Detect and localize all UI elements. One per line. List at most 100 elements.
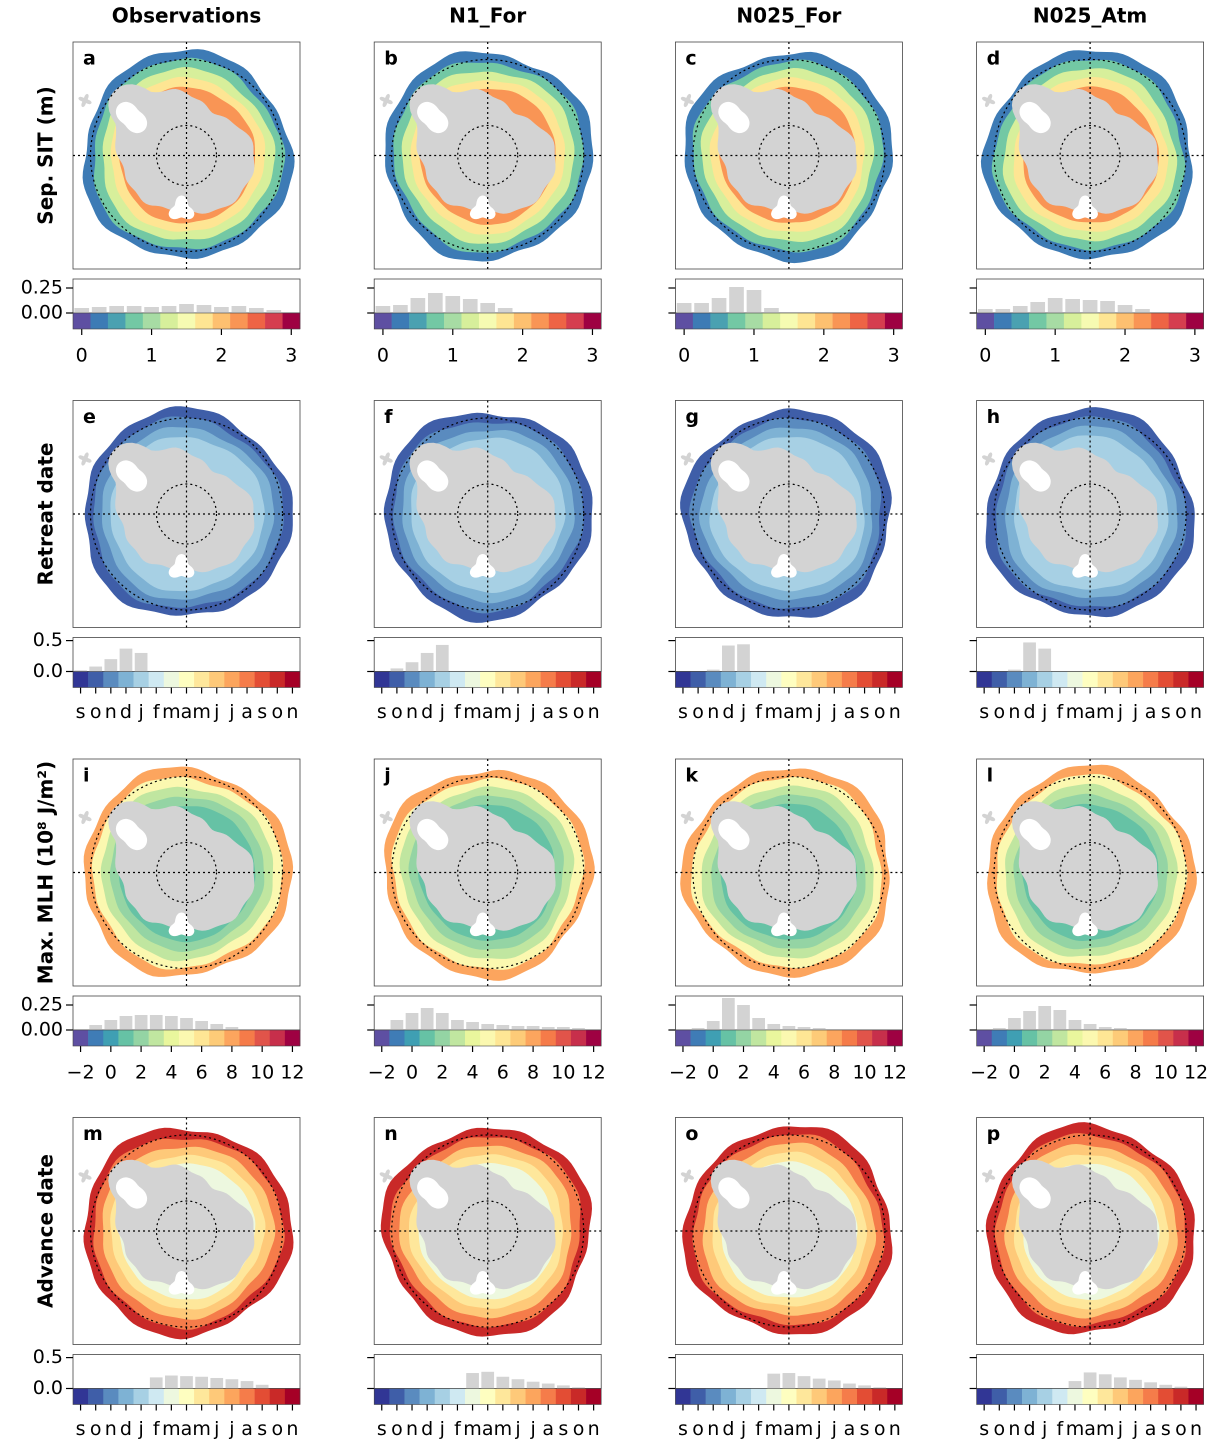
colorbar-segment	[705, 1030, 722, 1046]
ice-shelf	[168, 912, 195, 937]
ice-shelf	[718, 460, 750, 492]
colorbar-frame	[675, 671, 903, 688]
bar	[74, 670, 87, 672]
y-tick-label: 0.25	[21, 277, 63, 299]
x-tick-label: s	[558, 701, 568, 723]
x-tick-label: n	[707, 701, 719, 723]
x-tick-label: j	[514, 701, 520, 723]
x-tick-label: a	[783, 701, 795, 723]
bar	[410, 298, 426, 313]
colorbar-segment	[690, 671, 706, 688]
bar	[420, 1008, 434, 1030]
colorbar-frame	[976, 1029, 1204, 1047]
bar	[451, 1020, 464, 1030]
land-island	[982, 810, 996, 825]
panel-letter: j	[383, 765, 391, 787]
latitude-circle	[457, 483, 519, 545]
colorbar-segment	[857, 671, 873, 688]
colorbar-segment	[583, 313, 602, 329]
land-island	[379, 452, 393, 466]
bar	[1082, 300, 1098, 313]
ice-shelf	[469, 195, 496, 220]
colorbar-segment	[751, 671, 767, 688]
x-tick-label: m	[1096, 701, 1115, 723]
x-tick-label: s	[257, 1418, 267, 1440]
colorbar-segment	[103, 671, 119, 688]
bar	[165, 1375, 178, 1389]
colorbar-segment	[555, 1388, 572, 1405]
column-title: N025_Atm	[1033, 4, 1147, 28]
colorbar-segment	[887, 671, 903, 688]
ice-shelf	[1019, 101, 1051, 134]
bar	[812, 1378, 826, 1389]
x-tick-label: 3	[1189, 345, 1201, 367]
bar	[1135, 309, 1150, 313]
latitude-circle	[758, 483, 820, 545]
x-tick-label: s	[1161, 701, 1171, 723]
land-island	[78, 452, 92, 466]
x-tick-label: 6	[1099, 1062, 1111, 1084]
x-tick-label: n	[889, 1418, 901, 1440]
colorbar-segment	[781, 671, 797, 688]
x-tick-label: a	[181, 1418, 193, 1440]
colorbar-segment	[178, 1030, 195, 1046]
colorbar-segment	[194, 671, 210, 688]
bar	[1023, 642, 1036, 672]
bar	[1030, 302, 1046, 313]
colorbar-segment	[495, 1388, 511, 1405]
colorbar-segment	[1173, 1030, 1189, 1046]
x-tick-label: n	[105, 701, 117, 723]
x-tick-label: s	[558, 1418, 568, 1440]
colorbar-segment	[1037, 1388, 1053, 1405]
colorbar-segment	[1006, 1030, 1023, 1046]
colorbar-segment	[857, 1388, 873, 1405]
x-tick-label: o	[874, 701, 886, 723]
x-tick-label: 2	[818, 345, 830, 367]
colorbar-segment	[434, 1388, 451, 1405]
colorbar-segment	[796, 1388, 812, 1405]
colorbar-segment	[194, 1030, 210, 1046]
colorbar-segment	[1022, 1030, 1038, 1046]
colorbar-segment	[841, 1388, 858, 1405]
x-tick-label: j	[740, 701, 746, 723]
x-tick-label: j	[1132, 701, 1138, 723]
latitude-circle	[993, 58, 1187, 253]
latitude-circle	[1059, 1200, 1121, 1262]
x-tick-label: 0	[377, 345, 389, 367]
colorbar-segment	[1168, 313, 1187, 329]
colorbar-segment	[811, 671, 828, 688]
bar	[435, 644, 449, 672]
colorbar-segment	[555, 671, 572, 688]
bar	[1114, 1377, 1127, 1389]
latitude-circle	[1059, 483, 1121, 545]
ice-shelf	[417, 818, 449, 851]
x-tick-label: 4	[165, 1062, 177, 1084]
bar	[225, 1379, 239, 1389]
colorbar-segment	[195, 313, 213, 329]
latitude-circle	[89, 417, 284, 611]
bar	[496, 1025, 510, 1030]
colorbar-segment	[826, 1030, 843, 1046]
bar	[873, 1387, 887, 1389]
ice-shelf	[417, 1177, 449, 1209]
colorbar-segment	[796, 671, 812, 688]
colorbar-segment	[675, 313, 694, 329]
bar	[497, 308, 513, 313]
colorbar-segment	[841, 1030, 858, 1046]
colorbar-segment	[705, 671, 722, 688]
bar	[691, 1028, 705, 1030]
x-tick-label: a	[783, 1418, 795, 1440]
colorbar-segment	[1046, 313, 1065, 329]
x-tick-label: j	[529, 701, 535, 723]
bar	[767, 1024, 781, 1030]
bar	[541, 1383, 555, 1389]
ice-shelf	[115, 818, 148, 851]
colorbar-segment	[1037, 671, 1053, 688]
bar	[1053, 1010, 1067, 1030]
x-tick-label: s	[860, 701, 870, 723]
x-tick-label: f	[1056, 1418, 1064, 1440]
x-tick-label: o	[1175, 701, 1187, 723]
latitude-circle	[89, 775, 284, 970]
colorbar-segment	[419, 671, 436, 688]
colorbar-segment	[209, 1030, 225, 1046]
